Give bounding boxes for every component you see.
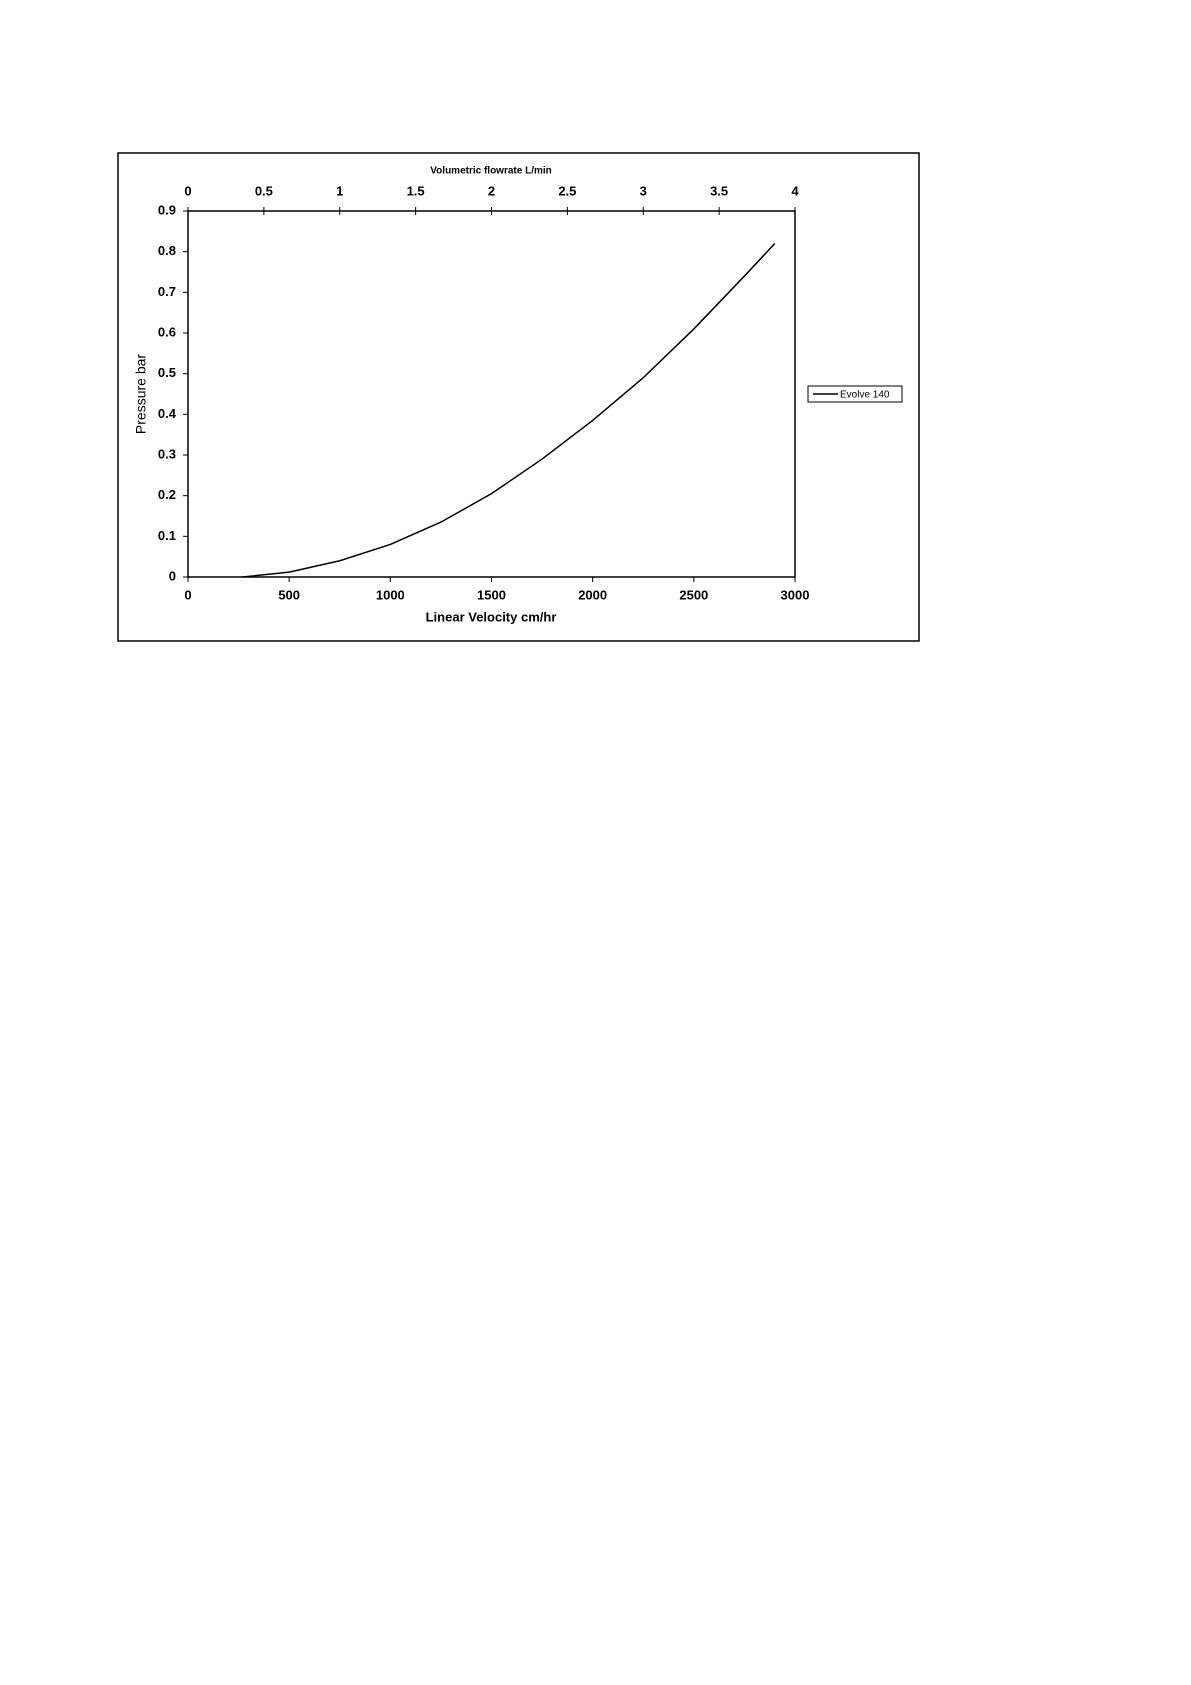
x2-tick-label: 3 [640, 183, 647, 198]
x2-tick-label: 2.5 [558, 183, 576, 198]
x-tick-label: 2000 [578, 587, 607, 602]
series-line [242, 243, 776, 578]
legend [807, 385, 903, 403]
x-tick-label: 2500 [679, 587, 708, 602]
x-tick-label: 1000 [376, 587, 405, 602]
x-tick-label: 1500 [477, 587, 506, 602]
y-tick-label: 0 [169, 568, 176, 583]
y-axis-title: Pressure bar [133, 354, 149, 434]
x2-tick-label: 3.5 [710, 183, 728, 198]
x-axis-title: Linear Velocity cm/hr [426, 609, 557, 624]
x2-tick-label: 1 [336, 183, 343, 198]
x2-tick-label: 0.5 [255, 183, 273, 198]
x-tick-label: 3000 [781, 587, 810, 602]
x2-tick-label: 1.5 [407, 183, 425, 198]
y-tick-label: 0.4 [158, 406, 177, 421]
y-tick-label: 0.2 [158, 487, 176, 502]
y-tick-label: 0.5 [158, 365, 176, 380]
y-tick-label: 0.1 [158, 528, 176, 543]
x2-tick-label: 0 [184, 183, 191, 198]
x-tick-label: 0 [184, 587, 191, 602]
legend-label: Evolve 140 [840, 390, 890, 401]
y-tick-label: 0.9 [158, 202, 176, 217]
y-tick-label: 0.7 [158, 284, 176, 299]
x2-tick-label: 4 [791, 183, 799, 198]
y-tick-label: 0.8 [158, 243, 176, 258]
chart: Volumetric flowrate L/min Linear Velocit… [117, 152, 920, 642]
y-tick-label: 0.3 [158, 446, 176, 461]
x2-tick-label: 2 [488, 183, 495, 198]
x2-axis-title: Volumetric flowrate L/min [430, 166, 552, 177]
y-tick-label: 0.6 [158, 324, 176, 339]
chart-frame [117, 152, 920, 642]
x-tick-label: 500 [278, 587, 300, 602]
